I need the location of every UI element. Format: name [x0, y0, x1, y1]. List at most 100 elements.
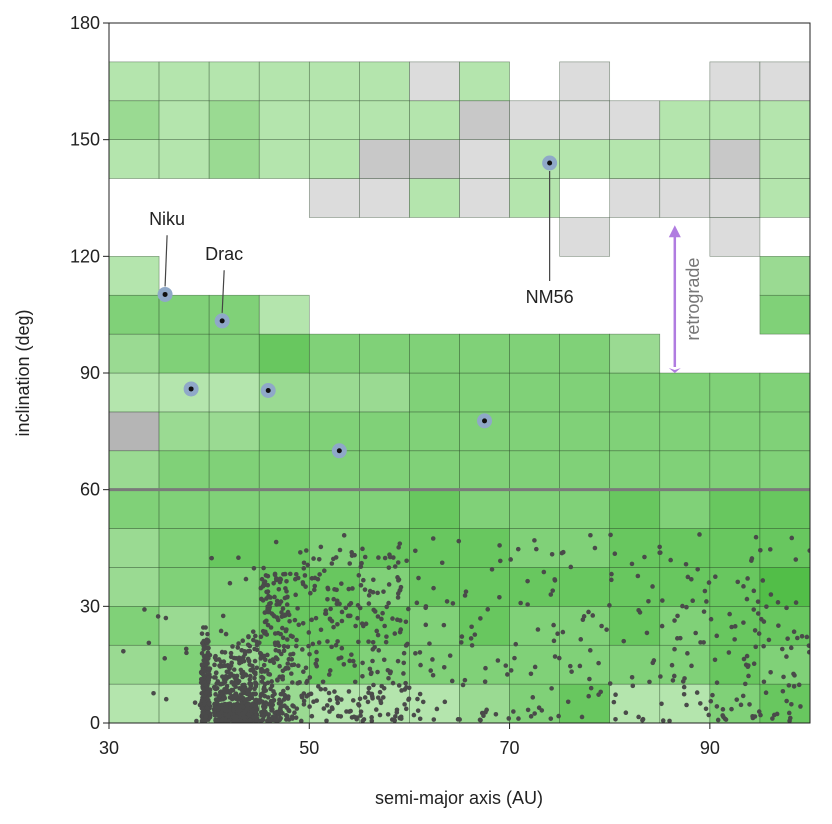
scatter-dot [276, 648, 282, 654]
scatter-dot [695, 566, 700, 572]
scatter-dot [207, 690, 212, 695]
heatmap-cell [258, 61, 310, 102]
highlight-dot [336, 448, 342, 454]
scatter-dot [579, 714, 585, 720]
scatter-dot [552, 654, 558, 659]
heatmap-cell [559, 100, 611, 140]
heatmap-cell [459, 567, 510, 607]
scatter-dot [300, 580, 306, 585]
scatter-dot [377, 689, 383, 695]
heatmap-cell [108, 489, 160, 529]
heatmap-cell [709, 139, 761, 179]
scatter-dot [390, 616, 395, 621]
scatter-dot [758, 712, 763, 718]
scatter-dot [457, 717, 462, 722]
heatmap-cell [258, 333, 310, 374]
y-tick-label: 30 [80, 596, 100, 616]
scatter-dot [755, 611, 761, 616]
scatter-dot [559, 550, 565, 556]
scatter-dot [329, 644, 334, 650]
heatmap-cell [158, 528, 210, 568]
scatter-dot [657, 544, 662, 550]
scatter-dot [263, 573, 269, 578]
scatter-dot [430, 672, 436, 678]
scatter-dot [335, 713, 341, 719]
scatter-dot [450, 601, 456, 606]
scatter-dot [415, 708, 421, 713]
scatter-dot [667, 718, 672, 723]
scatter-dot [456, 538, 462, 544]
scatter-dot [220, 613, 226, 619]
scatter-dot [309, 576, 315, 581]
scatter-dot [264, 712, 270, 717]
scatter-dot [268, 698, 274, 704]
scatter-dot [313, 661, 319, 667]
scatter-dot [370, 658, 375, 664]
scatter-dot [307, 704, 312, 709]
scatter-dot [369, 718, 375, 723]
heatmap-cell [509, 333, 560, 374]
heatmap-cell [409, 489, 460, 529]
scatter-dot [596, 692, 601, 697]
scatter-dot [528, 671, 534, 677]
scatter-dot [462, 677, 468, 683]
scatter-dot [312, 583, 318, 589]
heatmap-cell [559, 567, 611, 607]
scatter-dot [764, 604, 769, 609]
scatter-dot [786, 683, 792, 688]
scatter-dot [441, 622, 447, 628]
scatter-dot [262, 693, 268, 699]
scatter-dot [260, 717, 266, 723]
scatter-dot [390, 680, 396, 686]
scatter-dot [791, 684, 797, 689]
scatter-dot [234, 677, 239, 683]
scatter-dot [296, 663, 301, 669]
scatter-dot [253, 684, 259, 689]
scatter-dot [555, 631, 560, 637]
scatter-dot [756, 709, 762, 714]
heatmap-cell [409, 450, 460, 490]
scatter-dot [349, 652, 354, 657]
scatter-dot [290, 634, 295, 639]
highlight-dot [162, 291, 168, 297]
heatmap-cell [308, 411, 360, 452]
scatter-dot [417, 691, 423, 697]
scatter-dot [596, 660, 601, 666]
x-axis-label: semi-major axis (AU) [375, 788, 543, 808]
scatter-dot [226, 664, 231, 670]
scatter-dot [222, 679, 228, 685]
scatter-dot [534, 546, 539, 552]
scatter-dot [359, 560, 364, 566]
scatter-dot [401, 671, 406, 676]
scatter-dot [271, 580, 276, 586]
scatter-dot [381, 685, 387, 691]
scatter-dot [357, 696, 363, 702]
scatter-dot [577, 663, 583, 669]
scatter-dot [236, 555, 241, 561]
scatter-dot [206, 645, 211, 651]
scatter-dot [669, 662, 675, 668]
object-label: Drac [205, 244, 243, 264]
scatter-dot [311, 587, 317, 593]
scatter-dot [251, 691, 256, 697]
scatter-dot [356, 703, 362, 708]
scatter-dot [269, 705, 274, 710]
scatter-dot [251, 637, 256, 643]
scatter-dot [306, 630, 312, 635]
scatter-dot [386, 600, 391, 606]
heatmap-cell [659, 178, 711, 218]
heatmap-cell [258, 411, 310, 452]
scatter-dot [567, 663, 573, 669]
heatmap-cell [659, 411, 711, 452]
scatter-dot [224, 669, 230, 675]
scatter-dot [314, 698, 320, 703]
scatter-dot [305, 562, 311, 568]
scatter-dot [735, 579, 741, 585]
heatmap-cell [108, 606, 160, 646]
scatter-dot [684, 604, 689, 610]
scatter-dot [807, 548, 810, 553]
scatter-dot [283, 628, 289, 634]
scatter-dot [318, 544, 324, 550]
scatter-dot [635, 573, 641, 579]
